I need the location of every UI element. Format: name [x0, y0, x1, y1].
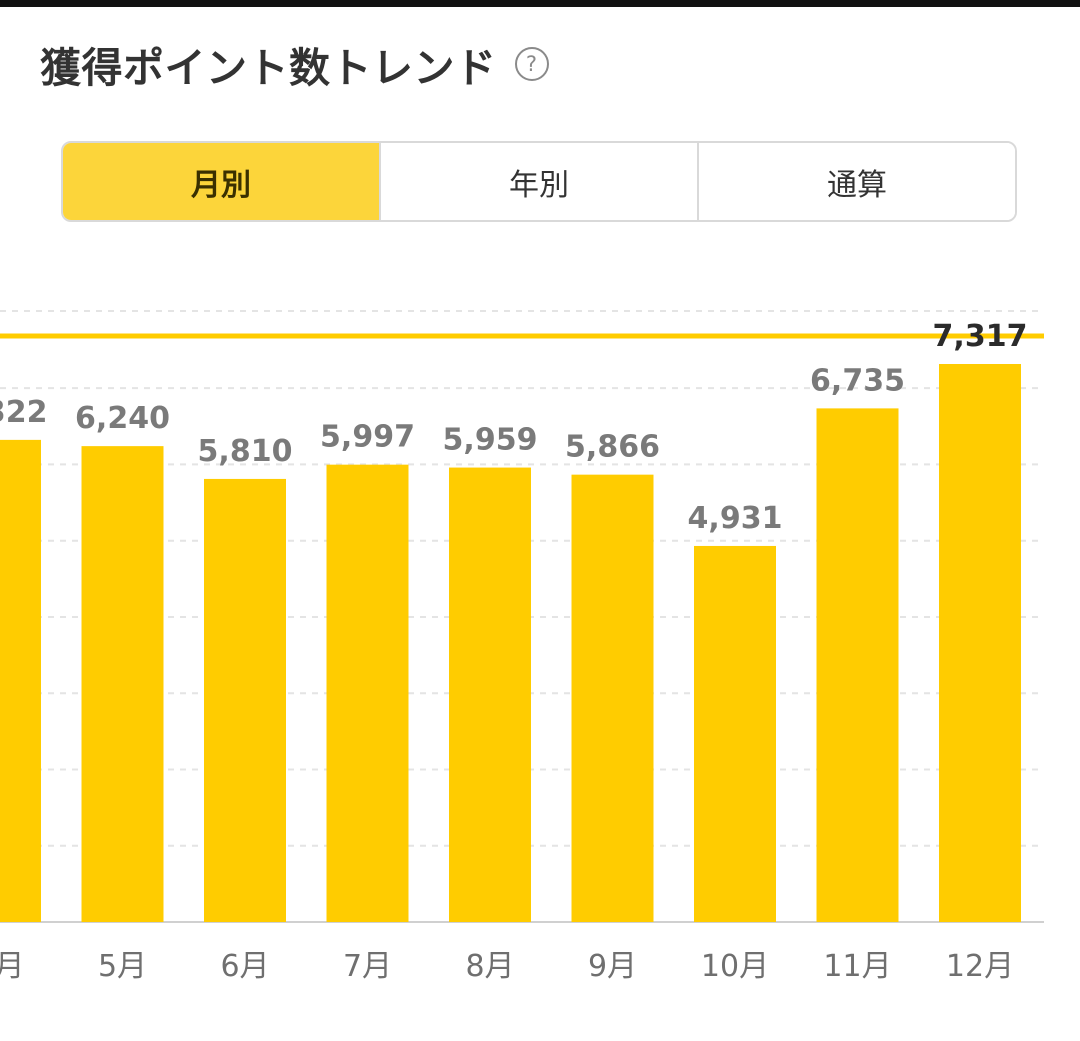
tab-total[interactable]: 通算	[697, 143, 1015, 220]
bar	[81, 446, 164, 922]
question-circle-icon[interactable]: ?	[514, 47, 549, 81]
x-tick-label: 10月	[701, 949, 769, 984]
x-tick-label: 5月	[98, 949, 147, 984]
bar	[449, 467, 531, 922]
data-label: 5,997	[320, 420, 415, 455]
data-label: 7,317	[933, 319, 1028, 354]
bar	[571, 474, 654, 922]
data-label: 4,931	[688, 501, 783, 536]
x-tick-label: 4月	[0, 949, 25, 984]
data-label: 6,240	[75, 401, 170, 436]
data-label: 5,810	[198, 434, 293, 469]
data-label: 5,959	[443, 423, 538, 458]
section-title: 獲得ポイント数トレンド	[40, 44, 497, 92]
bar	[816, 408, 899, 922]
bar	[326, 464, 409, 922]
x-tick-label: 6月	[220, 949, 269, 984]
bar	[204, 478, 286, 922]
top-status-bar	[0, 0, 1080, 7]
x-tick-label: 12月	[946, 949, 1014, 984]
bar	[939, 364, 1021, 922]
x-tick-label: 9月	[588, 949, 637, 984]
tab-monthly[interactable]: 月別	[63, 143, 379, 220]
section-header: 獲得ポイント数トレンド ?	[40, 34, 549, 94]
x-tick-label: 7月	[343, 949, 392, 984]
bar	[694, 545, 776, 922]
data-label: 6,322	[0, 395, 47, 430]
x-tick-label: 11月	[823, 949, 891, 984]
x-tick-label: 8月	[465, 949, 514, 984]
bar	[0, 439, 41, 922]
period-segmented-control: 月別 年別 通算	[61, 141, 1017, 222]
tab-yearly[interactable]: 年別	[379, 143, 697, 220]
data-label: 6,735	[810, 363, 905, 398]
data-label: 5,866	[565, 430, 660, 465]
